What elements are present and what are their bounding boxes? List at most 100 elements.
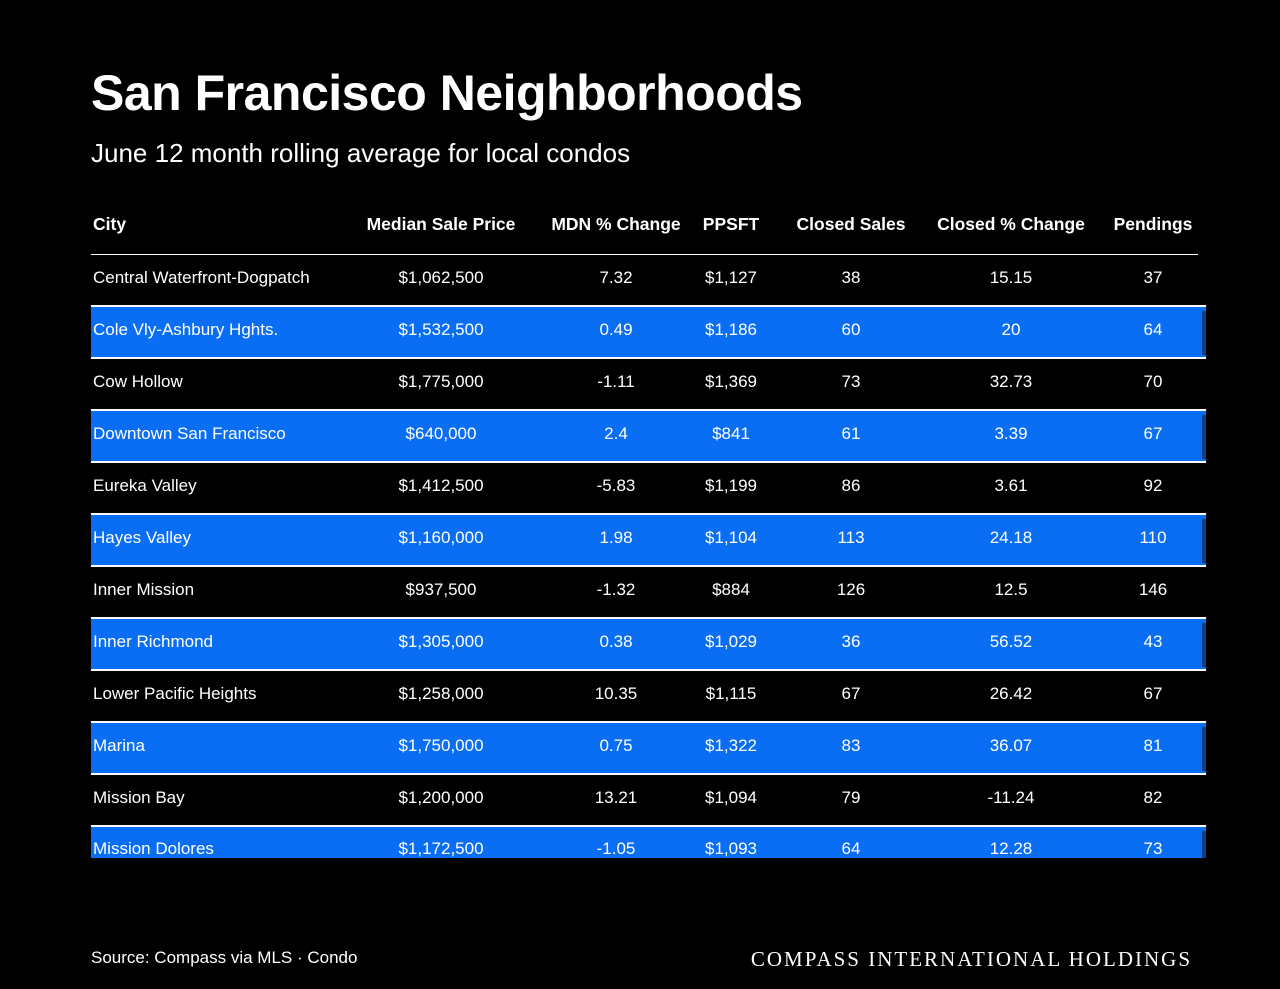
cell-mdn-change: -1.05 [596,839,636,858]
cell-median-sale-price: $1,750,000 [398,736,484,755]
cell-city: Lower Pacific Heights [93,684,257,703]
cell-mdn-change: -1.32 [596,580,636,599]
table-row: Lower Pacific Heights $1,258,000 10.35 $1,1… [91,671,1206,723]
cell-pendings: 64 [1143,320,1163,339]
cell-pendings: 81 [1143,736,1163,755]
cell-closed-change: -11.24 [987,788,1035,807]
cell-closed-sales: 113 [837,528,865,547]
cell-closed-change: 3.39 [994,424,1028,443]
cell-closed-change: 26.42 [989,684,1033,703]
cell-ppsft: $1,369 [705,372,757,391]
neighborhood-table: City Median Sale Price MDN % Change PPSF… [91,200,1206,858]
cell-median-sale-price: $1,305,000 [398,632,484,651]
cell-median-sale-price: $640,000 [405,424,477,443]
cell-city: Central Waterfront-Dogpatch [93,268,310,287]
cell-city: Marina [93,736,145,755]
table-row: Hayes Valley $1,160,000 1.98 $1,104 113 24.18… [91,515,1206,567]
cell-closed-change: 20 [1001,320,1021,339]
cell-median-sale-price: $1,200,000 [398,788,484,807]
cell-median-sale-price: $1,172,500 [398,839,484,858]
cell-pendings: 92 [1143,476,1163,495]
cell-mdn-change: -1.11 [597,372,635,391]
cell-closed-sales: 60 [841,320,861,339]
cell-mdn-change: -5.83 [596,476,636,495]
cell-pendings: 146 [1138,580,1168,599]
cell-median-sale-price: $1,532,500 [398,320,484,339]
cell-pendings: 110 [1139,528,1167,547]
header-closed-sales: Closed Sales [796,214,906,234]
cell-pendings: 43 [1143,632,1163,651]
cell-city: Cow Hollow [93,372,183,391]
cell-closed-sales: 67 [841,684,861,703]
table-row: Cole Vly-Ashbury Hghts. $1,532,500 0.49 $1,… [91,307,1206,359]
cell-median-sale-price: $937,500 [405,580,477,599]
table-row: Cow Hollow $1,775,000 -1.11 $1,369 73 32.73 70 [91,359,1206,411]
cell-city: Cole Vly-Ashbury Hghts. [93,320,279,339]
cell-closed-sales: 73 [841,372,861,391]
cell-ppsft: $1,199 [705,476,757,495]
cell-city: Downtown San Francisco [93,424,286,443]
brand-logo-text: COMPASS INTERNATIONAL HOLDINGS [750,947,1192,971]
cell-closed-change: 12.28 [989,839,1033,858]
table-row: Inner Richmond $1,305,000 0.38 $1,029 36 56.5… [91,619,1206,671]
source-note: Source: Compass via MLS · Condo [91,948,358,967]
cell-closed-sales: 38 [841,268,861,287]
header-mdn-change: MDN % Change [551,214,681,234]
cell-mdn-change: 13.21 [594,788,638,807]
table-body: Central Waterfront-Dogpatch $1,062,500 7.3… [91,255,1206,858]
table-row: Central Waterfront-Dogpatch $1,062,500 7.3… [91,255,1206,307]
header-median-sale-price: Median Sale Price [366,214,516,234]
cell-pendings: 67 [1143,684,1163,703]
cell-ppsft: $1,115 [705,684,757,703]
cell-ppsft: $1,094 [705,788,757,807]
cell-closed-change: 36.07 [989,736,1033,755]
cell-city: Mission Bay [93,788,185,807]
cell-closed-change: 15.15 [989,268,1033,287]
cell-ppsft: $1,322 [705,736,757,755]
cell-pendings: 70 [1143,372,1163,391]
cell-ppsft: $1,186 [705,320,757,339]
table-header: City Median Sale Price MDN % Change PPSF… [91,200,1198,255]
header-pendings: Pendings [1113,214,1193,234]
cell-median-sale-price: $1,775,000 [398,372,484,391]
cell-mdn-change: 7.32 [599,268,633,287]
cell-mdn-change: 0.49 [599,320,633,339]
table-row: Inner Mission $937,500 -1.32 $884 126 12.5 146 [91,567,1206,619]
cell-city: Eureka Valley [93,476,197,495]
header-closed-change: Closed % Change [937,214,1085,234]
cell-mdn-change: 0.38 [599,632,633,651]
cell-mdn-change: 1.98 [599,528,633,547]
cell-closed-sales: 64 [841,839,861,858]
cell-median-sale-price: $1,062,500 [398,268,484,287]
cell-closed-sales: 86 [841,476,861,495]
cell-city: Inner Richmond [93,632,214,651]
cell-closed-change: 56.52 [989,632,1033,651]
cell-closed-sales: 36 [841,632,861,651]
cell-closed-sales: 79 [841,788,861,807]
cell-pendings: 67 [1143,424,1163,443]
cell-closed-sales: 83 [841,736,861,755]
cell-closed-sales: 61 [841,424,861,443]
cell-mdn-change: 0.75 [599,736,633,755]
header-ppsft: PPSFT [702,214,760,234]
cell-pendings: 37 [1143,268,1163,287]
cell-closed-sales: 126 [836,580,866,599]
table-row: Downtown San Francisco $640,000 2.4 $841 61 3… [91,411,1206,463]
cell-ppsft: $884 [712,580,750,599]
table-row: Eureka Valley $1,412,500 -5.83 $1,199 86 3.61… [91,463,1206,515]
cell-city: Mission Dolores [93,839,214,858]
table-row: Marina $1,750,000 0.75 $1,322 83 36.07 81 [91,723,1206,775]
page-title: San Francisco Neighborhoods [91,65,803,121]
cell-pendings: 73 [1143,839,1163,858]
cell-closed-change: 32.73 [989,372,1033,391]
cell-city: Hayes Valley [93,528,191,547]
cell-mdn-change: 2.4 [604,424,628,443]
table-row: Mission Bay $1,200,000 13.21 $1,094 79 -11.24… [91,775,1206,827]
cell-ppsft: $841 [712,424,750,443]
cell-ppsft: $1,104 [705,528,757,547]
cell-city: Inner Mission [93,580,195,599]
cell-median-sale-price: $1,258,000 [398,684,484,703]
cell-ppsft: $1,093 [705,839,757,858]
cell-ppsft: $1,127 [705,268,757,287]
cell-pendings: 82 [1143,788,1163,807]
